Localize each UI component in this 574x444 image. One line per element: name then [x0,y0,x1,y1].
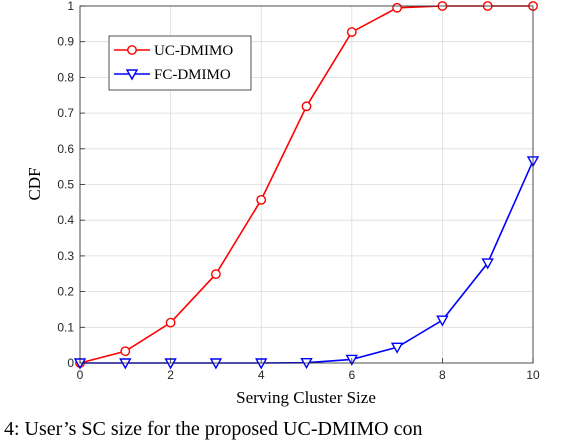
data-point [481,258,494,270]
x-tick-label: 0 [77,368,84,382]
data-point [392,2,402,13]
data-point [390,342,404,354]
y-tick-label: 0 [67,356,74,370]
y-tick-label: 1 [67,0,74,13]
data-point [209,358,223,370]
y-tick-label: 0.1 [57,320,74,334]
cdf-chart: 0 2 4 6 8 10 0 0.1 0.2 0.3 0.4 0.5 0.6 0.7 0.8 0.9 1 Ser… [25,0,540,407]
y-tick-label: 0.3 [57,249,74,263]
y-axis-label: CDF [25,167,44,200]
data-point [256,194,267,205]
x-tick-label: 8 [439,368,446,382]
legend-marker [125,69,139,81]
legend-box [108,35,252,91]
y-tick-label: 0.2 [57,285,74,299]
data-point [436,315,449,327]
y-tick-label: 0.4 [57,213,74,227]
y-tick-label: 0.7 [57,106,74,120]
legend-marker [127,45,137,55]
data-point [165,317,176,328]
x-tick-label: 6 [348,368,355,382]
data-point [210,269,221,280]
legend: UC-DMIMO FC-DMIMO [108,35,252,91]
figure-caption: 4: User’s SC size for the proposed UC-DM… [0,414,574,444]
x-tick-label: 2 [167,368,174,382]
x-tick-label: 10 [526,368,540,382]
data-point [120,346,131,357]
x-tick-label: 4 [258,368,265,382]
legend-label: FC-DMIMO [154,67,231,83]
data-point [301,101,312,112]
data-point [119,358,132,370]
x-axis-label: Serving Cluster Size [236,388,376,407]
y-tick-label: 0.5 [57,178,74,192]
axis-ticks: 0 2 4 6 8 10 0 0.1 0.2 0.3 0.4 0.5 0.6 0.7 0.8 0.9 1 [57,0,540,382]
y-tick-label: 0.6 [57,142,74,156]
grid-lines [79,5,534,364]
y-tick-label: 0.9 [57,35,74,49]
legend-label: UC-DMIMO [154,43,233,59]
caption-text: 4: User’s SC size for the proposed UC-DM… [4,418,423,440]
data-point [346,27,357,37]
y-tick-label: 0.8 [57,70,74,84]
